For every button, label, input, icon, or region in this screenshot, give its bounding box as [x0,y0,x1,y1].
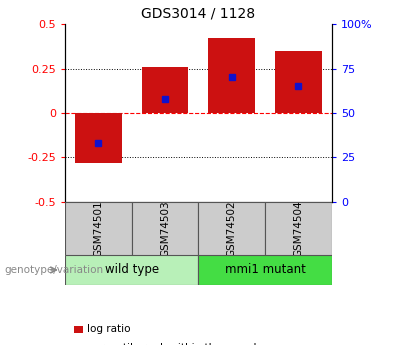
Text: wild type: wild type [105,264,159,276]
Bar [132,202,199,255]
Bar [208,38,255,113]
Text: log ratio: log ratio [87,325,131,334]
Text: GSM74501: GSM74501 [93,200,103,257]
Bar [75,113,122,163]
Bar [142,67,189,113]
Bar [275,51,322,113]
Text: genotype/variation: genotype/variation [4,265,103,275]
Bar [199,255,332,285]
Bar [65,255,199,285]
Text: mmi1 mutant: mmi1 mutant [225,264,306,276]
Text: GSM74504: GSM74504 [294,200,304,257]
Text: GSM74502: GSM74502 [227,200,237,257]
Title: GDS3014 / 1128: GDS3014 / 1128 [142,6,255,20]
Text: GSM74503: GSM74503 [160,200,170,257]
Bar [199,202,265,255]
Text: percentile rank within the sample: percentile rank within the sample [87,344,263,345]
Bar [265,202,332,255]
Bar [65,202,132,255]
